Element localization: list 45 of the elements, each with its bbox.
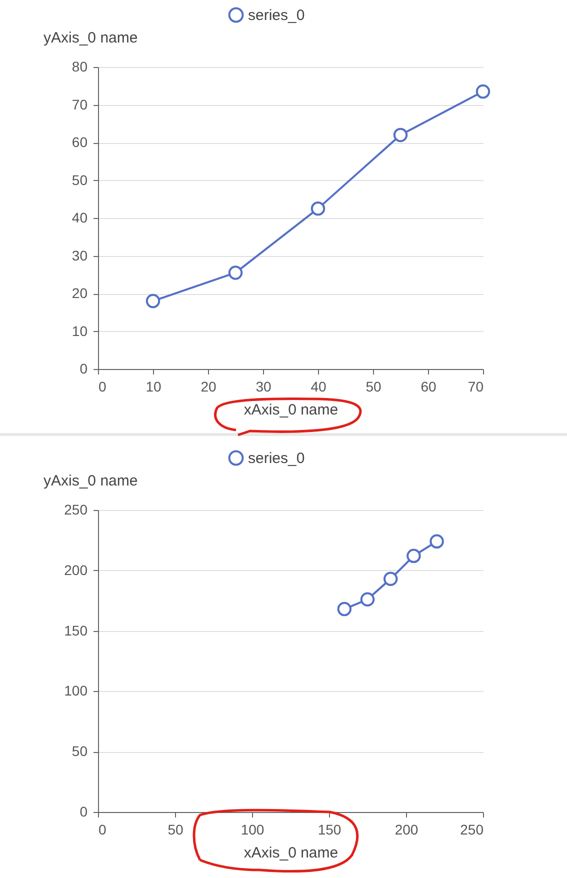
point bbox=[430, 534, 444, 549]
point bbox=[383, 572, 398, 586]
y-tick-label: 80 bbox=[72, 58, 88, 74]
y-tick-label: 0 bbox=[80, 360, 88, 376]
y-tick-label: 20 bbox=[72, 285, 88, 301]
y-tick-label: 100 bbox=[64, 682, 88, 699]
y-tick-label: 50 bbox=[72, 743, 88, 760]
x-tick-label: 150 bbox=[318, 822, 342, 838]
x-tick-label: 70 bbox=[468, 378, 484, 394]
y-axis-title: yAxis_0 name bbox=[44, 472, 138, 490]
x-tick-label: 250 bbox=[460, 822, 484, 838]
x-tick-label: 40 bbox=[310, 378, 326, 394]
x-tick-label: 20 bbox=[200, 378, 216, 394]
y-tick-label: 250 bbox=[64, 502, 88, 518]
x-axis-title: xAxis_0 name bbox=[244, 402, 338, 418]
y-tick-label: 10 bbox=[72, 322, 88, 339]
legend-label: series_0 bbox=[248, 7, 305, 24]
x-tick-label: 30 bbox=[256, 378, 272, 394]
x-tick-label: 60 bbox=[420, 378, 436, 394]
x-tick-label: 50 bbox=[366, 378, 382, 394]
point bbox=[310, 201, 326, 216]
point bbox=[146, 294, 160, 308]
x-tick-label: 200 bbox=[394, 822, 418, 838]
y-axis-title: yAxis_0 name bbox=[44, 30, 138, 46]
y-tick-label: 60 bbox=[72, 134, 88, 150]
x-tick-label: 50 bbox=[168, 822, 184, 838]
point bbox=[360, 592, 375, 607]
y-tick-label: 40 bbox=[72, 210, 88, 226]
x-tick-label: 100 bbox=[240, 822, 264, 838]
point bbox=[228, 266, 243, 280]
point bbox=[476, 84, 490, 99]
x-tick-label: 0 bbox=[98, 822, 106, 838]
x-tick-label: 10 bbox=[146, 378, 162, 394]
y-tick-label: 50 bbox=[72, 172, 88, 188]
legend-label: series_0 bbox=[248, 450, 305, 467]
x-axis-title: xAxis_0 name bbox=[244, 844, 338, 862]
y-tick-label: 30 bbox=[72, 247, 88, 264]
y-tick-label: 150 bbox=[64, 622, 88, 638]
point bbox=[337, 602, 352, 616]
y-tick-label: 70 bbox=[72, 96, 88, 112]
x-tick-label: 0 bbox=[98, 378, 106, 394]
point bbox=[406, 548, 421, 564]
point bbox=[393, 128, 408, 142]
y-tick-label: 200 bbox=[64, 562, 88, 578]
y-tick-label: 0 bbox=[80, 804, 88, 820]
